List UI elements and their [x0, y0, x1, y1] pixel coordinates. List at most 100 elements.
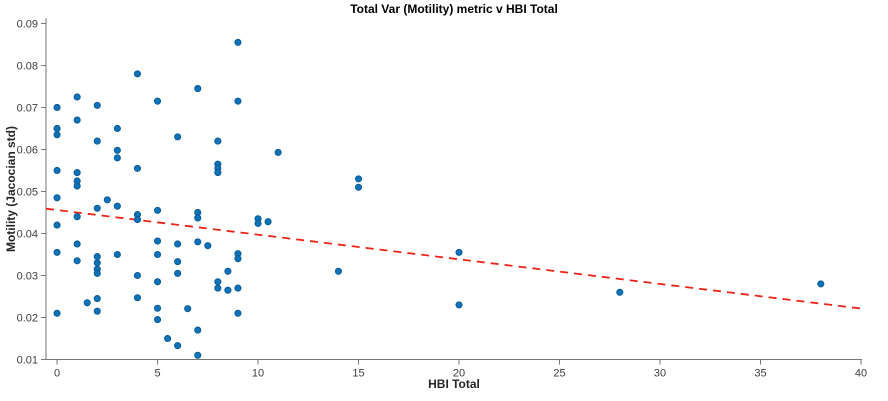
scatter-point: [93, 137, 101, 145]
scatter-point: [53, 166, 61, 175]
scatter-point: [224, 267, 232, 275]
scatter-point: [73, 257, 81, 265]
scatter-point: [93, 307, 101, 315]
scatter-point: [214, 137, 222, 145]
scatter-point: [73, 213, 81, 221]
scatter-point: [214, 169, 222, 177]
scatter-point: [616, 288, 624, 296]
scatter-point: [73, 169, 81, 177]
x-tick-label: 20: [453, 368, 465, 380]
scatter-point: [73, 240, 81, 248]
scatter-point: [103, 196, 111, 204]
scatter-point: [174, 258, 182, 266]
scatter-point: [53, 194, 61, 202]
scatter-point: [53, 124, 61, 133]
scatter-point: [113, 202, 121, 210]
scatter-point: [274, 148, 282, 156]
scatter-point: [133, 271, 141, 280]
scatter-point: [83, 299, 91, 307]
y-tick-label: 0.01: [17, 354, 38, 366]
scatter-point: [455, 248, 463, 256]
scatter-point: [153, 278, 162, 286]
scatter-point: [113, 124, 121, 133]
scatter-point: [174, 240, 182, 248]
x-tick-label: 30: [654, 368, 666, 380]
x-tick-label: 15: [352, 368, 364, 380]
scatter-point: [133, 70, 141, 78]
x-tick-label: 10: [252, 368, 264, 380]
x-tick-label: 25: [553, 368, 565, 380]
scatter-point: [153, 206, 162, 214]
scatter-point: [93, 253, 101, 261]
scatter-point: [354, 183, 363, 191]
scatter-point: [264, 218, 272, 226]
scatter-point: [194, 326, 202, 334]
x-axis-label: HBI Total: [428, 377, 480, 391]
scatter-point: [184, 305, 192, 313]
scatter-point: [194, 214, 202, 222]
scatter-point: [153, 250, 162, 259]
y-tick-label: 0.06: [17, 144, 38, 156]
scatter-point: [93, 204, 101, 212]
scatter-point: [93, 269, 101, 277]
scatter-point: [53, 103, 61, 112]
scatter-point: [113, 146, 121, 154]
y-tick-label: 0.09: [17, 18, 38, 30]
scatter-point: [214, 284, 222, 292]
scatter-point: [93, 259, 101, 267]
scatter-point: [53, 131, 61, 139]
scatter-point: [234, 97, 242, 105]
scatter-point: [53, 248, 61, 256]
scatter-point: [455, 301, 463, 309]
scatter-point: [194, 351, 202, 359]
scatter-point: [153, 237, 162, 245]
scatter-point: [93, 101, 101, 109]
x-tick-label: 40: [855, 368, 867, 380]
scatter-point: [354, 175, 363, 183]
scatter-point: [73, 116, 81, 124]
y-tick-label: 0.03: [17, 270, 38, 282]
scatter-point: [93, 295, 101, 303]
scatter-point: [153, 316, 162, 324]
scatter-point: [234, 38, 242, 46]
scatter-point: [174, 342, 182, 350]
x-tick-label: 5: [154, 368, 160, 380]
scatter-point: [204, 242, 212, 250]
scatter-point: [133, 294, 141, 302]
scatter-point: [113, 250, 121, 259]
scatter-point: [214, 278, 222, 286]
scatter-point: [174, 269, 182, 277]
scatter-point: [53, 309, 61, 317]
x-tick-label: 35: [754, 368, 766, 380]
scatter-point: [73, 182, 81, 190]
scatter-point: [53, 221, 61, 229]
scatter-point: [73, 93, 81, 101]
scatter-point: [113, 154, 121, 162]
scatter-point: [234, 255, 242, 263]
scatter-point: [153, 304, 162, 312]
scatter-point: [234, 284, 242, 292]
scatter-point: [334, 267, 342, 275]
y-tick-label: 0.08: [17, 60, 38, 72]
x-tick-label: 0: [54, 368, 60, 380]
y-tick-label: 0.05: [17, 186, 38, 198]
scatter-point: [153, 97, 162, 105]
scatter-point: [133, 216, 141, 224]
scatter-point: [133, 164, 141, 172]
scatter-point: [194, 238, 202, 246]
scatter-point: [254, 219, 262, 227]
trend-line: [45, 207, 863, 310]
chart-title: Total Var (Motility) metric v HBI Total: [350, 2, 558, 16]
scatter-point: [224, 286, 232, 294]
scatter-point: [234, 309, 242, 317]
y-tick-label: 0.02: [17, 312, 38, 324]
scatter-point: [174, 133, 182, 141]
y-axis-label: Motility (Jacocian std): [4, 125, 18, 253]
scatter-point: [164, 334, 172, 343]
y-tick-label: 0.07: [17, 102, 38, 114]
scatter-point: [194, 85, 202, 93]
y-tick-label: 0.04: [17, 228, 38, 240]
scatter-point: [817, 280, 825, 288]
